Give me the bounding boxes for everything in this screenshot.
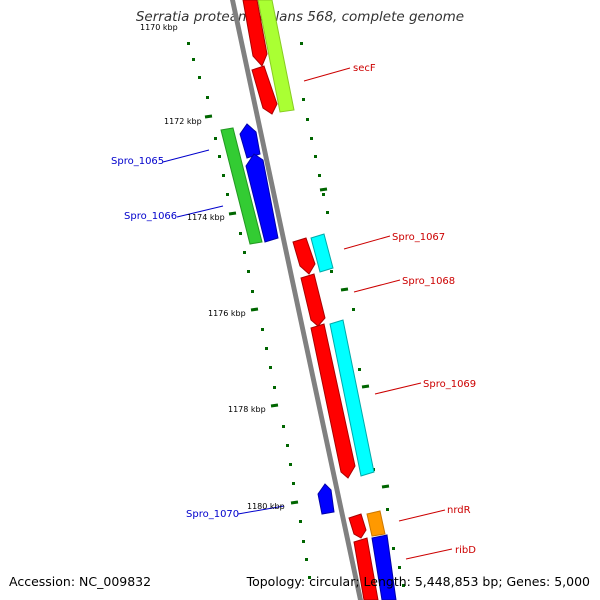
tick-label-1174: 1174 kbp xyxy=(187,213,225,222)
tick-label-1180: 1180 kbp xyxy=(247,502,285,511)
genome-summary: Topology: circular; Length: 5,448,853 bp… xyxy=(246,574,590,589)
gene-label-ribd: ribD xyxy=(455,545,476,556)
gene-label-spro-1065: Spro_1065 xyxy=(111,156,164,167)
gene-arrow-nrdr xyxy=(348,513,367,539)
blast-hit-forward-secf xyxy=(257,0,295,113)
tick-ring-inner xyxy=(300,42,405,587)
gene-arrow-spro-1070 xyxy=(317,483,335,515)
gene-arrow-spro-1069 xyxy=(310,323,356,479)
gene-arrow-spro-1065 xyxy=(239,123,261,159)
gene-label-spro-1069: Spro_1069 xyxy=(423,379,476,390)
gene-arrow-secf-2 xyxy=(251,65,278,115)
tick-label-1176: 1176 kbp xyxy=(208,309,246,318)
gene-arrow-ribd-red xyxy=(353,537,379,600)
gene-label-nrdr: nrdR xyxy=(447,505,471,516)
gene-label-spro-1068: Spro_1068 xyxy=(402,276,455,287)
tick-ring-outer xyxy=(187,42,311,579)
label-leaders-forward xyxy=(303,67,453,560)
genome-backbone xyxy=(230,0,363,600)
gene-label-spro-1070: Spro_1070 xyxy=(186,509,239,520)
gene-arrow-spro-1067 xyxy=(292,237,316,275)
major-ticks xyxy=(204,114,390,505)
topology-label: Topology: xyxy=(246,574,306,589)
gene-label-spro-1067: Spro_1067 xyxy=(392,232,445,243)
gene-arrow-secf-1 xyxy=(242,0,268,67)
length-value: 5,448,853 bp xyxy=(414,574,499,589)
gene-label-secf: secF xyxy=(353,63,376,74)
length-label: Length: xyxy=(363,574,411,589)
genes-label: Genes: xyxy=(506,574,551,589)
gene-arrow-spro-1066 xyxy=(245,153,279,243)
topology-value: circular xyxy=(309,574,356,589)
feature-cyan-1069 xyxy=(329,319,375,477)
gene-label-spro-1066: Spro_1066 xyxy=(124,211,177,222)
accession-label: Accession: xyxy=(9,574,76,589)
tick-label-1178: 1178 kbp xyxy=(228,405,266,414)
gene-arrow-ribd-blue xyxy=(371,534,397,600)
genes-value: 5,000 xyxy=(554,574,590,589)
feature-cyan-1067 xyxy=(310,233,334,273)
label-leaders-reverse xyxy=(162,149,285,515)
accession-value: NC_009832 xyxy=(79,574,152,589)
gene-arrow-spro-1068 xyxy=(300,273,326,327)
feature-orange-nrdr xyxy=(366,510,386,537)
map-title: Serratia proteamaculans 568, complete ge… xyxy=(135,9,465,25)
blast-hit-reverse-1065 xyxy=(220,127,263,245)
tick-label-1170: 1170 kbp xyxy=(140,23,178,32)
accession-info: Accession: NC_009832 xyxy=(9,574,151,589)
tick-label-1172: 1172 kbp xyxy=(164,117,202,126)
